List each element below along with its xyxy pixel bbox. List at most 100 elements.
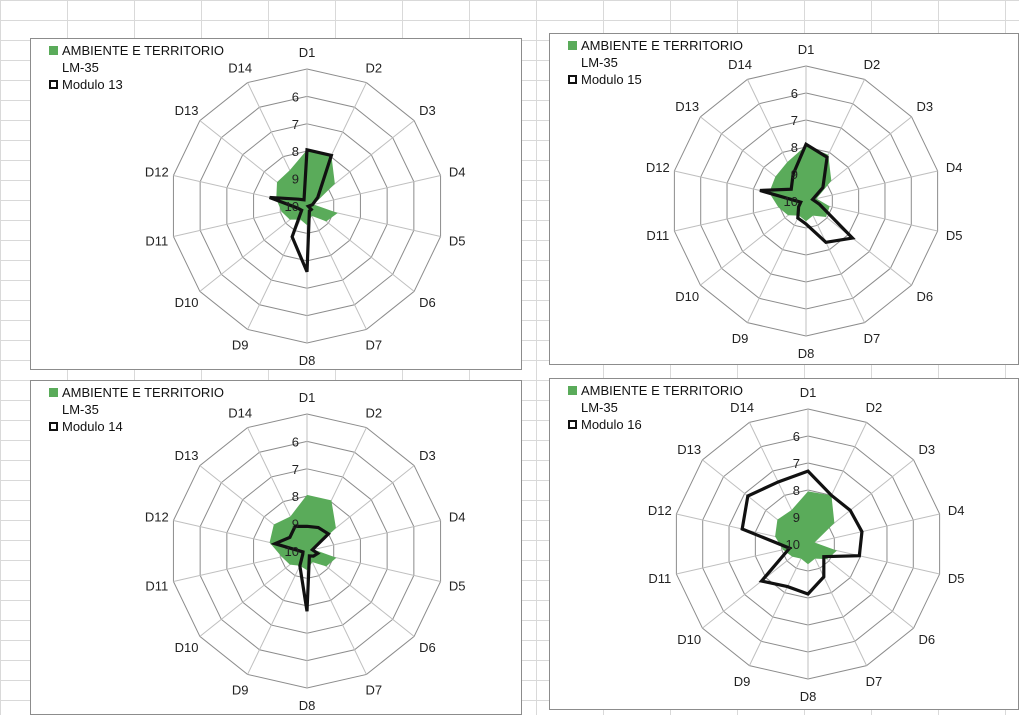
axis-label-d14: D14 (228, 60, 252, 75)
axis-label-d4: D4 (449, 510, 466, 525)
axis-label-d13: D13 (675, 99, 699, 114)
legend-label-area: AMBIENTE E TERRITORIO (62, 385, 225, 400)
axis-label-d12: D12 (145, 165, 169, 180)
legend-swatch-area (49, 46, 58, 55)
radial-tick-label: 8 (793, 483, 800, 498)
chart-legend: AMBIENTE E TERRITORIO LM-35 Modulo 14 (49, 384, 224, 435)
radar-series-line (759, 141, 856, 245)
axis-label-d7: D7 (864, 331, 881, 346)
axis-label-d5: D5 (946, 228, 963, 243)
legend-label-area-2: LM-35 (581, 400, 618, 415)
radar-spoke (805, 170, 938, 202)
axis-label-d13: D13 (175, 448, 199, 463)
axis-label-d6: D6 (419, 640, 436, 655)
axis-label-d7: D7 (866, 674, 883, 689)
axis-label-d4: D4 (449, 165, 466, 180)
radial-tick-label: 9 (793, 510, 800, 525)
axis-label-d10: D10 (175, 295, 199, 310)
axis-label-d9: D9 (232, 683, 249, 698)
legend-label-line: Modulo 16 (581, 417, 642, 432)
chart-legend: AMBIENTE E TERRITORIO LM-35 Modulo 13 (49, 42, 224, 93)
legend-label-area: AMBIENTE E TERRITORIO (581, 38, 744, 53)
legend-label-line: Modulo 14 (62, 419, 123, 434)
axis-label-d10: D10 (675, 289, 699, 304)
legend-swatch-line (568, 420, 577, 429)
legend-label-area-2: LM-35 (62, 60, 99, 75)
chart-legend: AMBIENTE E TERRITORIO LM-35 Modulo 16 (568, 382, 743, 433)
axis-label-d3: D3 (919, 442, 936, 457)
radial-tick-label: 6 (292, 434, 299, 449)
axis-label-d8: D8 (798, 346, 815, 361)
legend-swatch-area (568, 41, 577, 50)
axis-label-d9: D9 (232, 338, 249, 353)
radar-chart-modulo-16: 6 7 8 9 10 D1 D2 D3 D4 D5 D6 D7 D8 D9 D10 D11 D12 D13 D14 (648, 385, 965, 704)
radial-tick-label: 6 (292, 89, 299, 104)
radar-chart-modulo-13: 6 7 8 9 10 D1 D2 D3 D4 D5 D6 D7 D8 D9 D10 D11 D12 D13 D14 (145, 45, 466, 368)
radial-tick-label: 10 (285, 544, 299, 559)
chart-panel-modulo-15[interactable]: AMBIENTE E TERRITORIO LM-35 Modulo 15 6 7… (549, 33, 1019, 365)
axis-label-d3: D3 (917, 99, 934, 114)
radar-spoke (247, 550, 308, 675)
axis-label-d14: D14 (728, 57, 752, 72)
axis-label-d12: D12 (646, 160, 670, 175)
radar-series-area (775, 491, 837, 565)
axis-label-d2: D2 (864, 57, 881, 72)
radial-tick-label: 10 (786, 537, 800, 552)
axis-label-d5: D5 (948, 571, 965, 586)
axis-label-d11: D11 (145, 233, 168, 248)
radial-tick-label: 9 (292, 517, 299, 532)
axis-label-d7: D7 (366, 338, 383, 353)
chart-panel-modulo-14[interactable]: AMBIENTE E TERRITORIO LM-35 Modulo 14 6 7… (30, 380, 522, 715)
axis-label-d6: D6 (419, 295, 436, 310)
axis-label-d11: D11 (648, 571, 671, 586)
axis-label-d2: D2 (366, 60, 383, 75)
axis-label-d12: D12 (145, 510, 169, 525)
legend-swatch-line (49, 80, 58, 89)
radar-spoke (306, 550, 367, 675)
radar-spoke (306, 520, 441, 552)
axis-label-d11: D11 (646, 228, 669, 243)
legend-swatch-area (49, 388, 58, 397)
radial-tick-label: 8 (292, 144, 299, 159)
axis-label-d10: D10 (677, 632, 701, 647)
axis-label-d14: D14 (730, 400, 754, 415)
legend-swatch-line (568, 75, 577, 84)
axis-label-d9: D9 (732, 331, 749, 346)
chart-panel-modulo-13[interactable]: AMBIENTE E TERRITORIO LM-35 Modulo 13 6 7… (30, 38, 522, 370)
radar-chart-modulo-15: 6 7 8 9 10 D1 D2 D3 D4 D5 D6 D7 D8 D9 D10 D11 D12 D13 D14 (646, 42, 963, 361)
radial-tick-label: 6 (791, 86, 798, 101)
axis-label-d11: D11 (145, 578, 168, 593)
axis-label-d13: D13 (677, 442, 701, 457)
legend-label-line: Modulo 13 (62, 77, 123, 92)
axis-label-d1: D1 (299, 390, 316, 405)
radar-spoke (306, 205, 367, 330)
legend-label-area-2: LM-35 (581, 55, 618, 70)
radial-tick-label: 9 (292, 172, 299, 187)
radial-tick-label: 8 (292, 489, 299, 504)
axis-label-d3: D3 (419, 448, 436, 463)
axis-label-d1: D1 (800, 385, 817, 400)
radar-spoke (748, 543, 809, 666)
axis-label-d5: D5 (449, 233, 466, 248)
chart-legend: AMBIENTE E TERRITORIO LM-35 Modulo 15 (568, 37, 743, 88)
radar-chart-modulo-14: 6 7 8 9 10 D1 D2 D3 D4 D5 D6 D7 D8 D9 D10 D11 D12 D13 D14 (145, 390, 466, 713)
axis-label-d1: D1 (798, 42, 815, 57)
axis-label-d2: D2 (866, 400, 883, 415)
axis-label-d8: D8 (299, 353, 316, 368)
axis-label-d8: D8 (800, 689, 817, 704)
axis-label-d4: D4 (946, 160, 963, 175)
axis-label-d8: D8 (299, 698, 316, 713)
radar-spoke (199, 205, 308, 292)
radial-tick-label: 7 (292, 462, 299, 477)
axis-label-d12: D12 (648, 503, 672, 518)
axis-label-d5: D5 (449, 578, 466, 593)
radial-tick-label: 6 (793, 429, 800, 444)
axis-label-d13: D13 (175, 103, 199, 118)
axis-label-d9: D9 (734, 674, 751, 689)
chart-panel-modulo-16[interactable]: AMBIENTE E TERRITORIO LM-35 Modulo 16 6 7… (549, 378, 1019, 710)
axis-label-d7: D7 (366, 683, 383, 698)
radar-spoke (805, 200, 866, 323)
radar-spoke (702, 543, 809, 629)
legend-label-area-2: LM-35 (62, 402, 99, 417)
axis-label-d1: D1 (299, 45, 316, 60)
